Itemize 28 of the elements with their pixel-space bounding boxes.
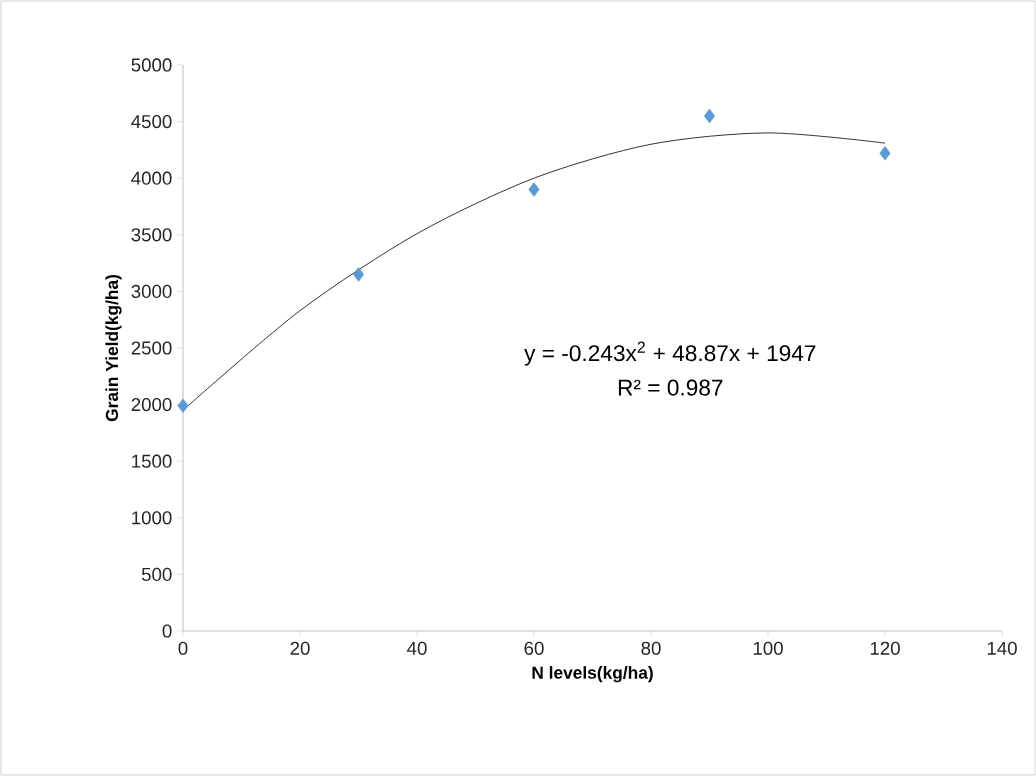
- y-tick-label: 4500: [131, 114, 172, 129]
- y-tick-label: 0: [162, 624, 172, 638]
- x-tick-label: 60: [524, 641, 544, 655]
- y-tick-label: 2000: [131, 397, 172, 412]
- y-tick-label: 3500: [131, 228, 172, 242]
- y-tick-label: 3000: [131, 284, 172, 299]
- point: [177, 398, 189, 413]
- y-tick-label: 1500: [132, 454, 172, 468]
- point: [879, 146, 891, 161]
- x-tick-label: 80: [641, 641, 661, 655]
- x-tick-label: 120: [870, 641, 900, 655]
- annotation: y = -0.243x$^{2}$ + 48.87x + 1947: [524, 341, 816, 366]
- y-tick-label: 2500: [131, 341, 172, 355]
- point: [352, 267, 365, 282]
- x-tick-label: 140: [987, 641, 1017, 655]
- x-tick-label: 20: [290, 641, 310, 655]
- x-axis-title: N levels(kg/ha): [532, 666, 653, 683]
- x-tick-label: 100: [753, 641, 783, 655]
- point: [528, 182, 540, 197]
- x-tick-label: 40: [407, 641, 427, 655]
- y-tick-label: 1000: [132, 511, 172, 525]
- point: [703, 108, 716, 124]
- y-tick-label: 500: [141, 567, 172, 582]
- annotation: R² = 0.987: [618, 379, 723, 396]
- x-tick-label: 0: [178, 641, 188, 655]
- y-tick-label: 4000: [131, 171, 172, 185]
- y-axis-title: Grain Yield(kg/ha): [105, 275, 122, 422]
- y-tick-label: 5000: [131, 58, 172, 72]
